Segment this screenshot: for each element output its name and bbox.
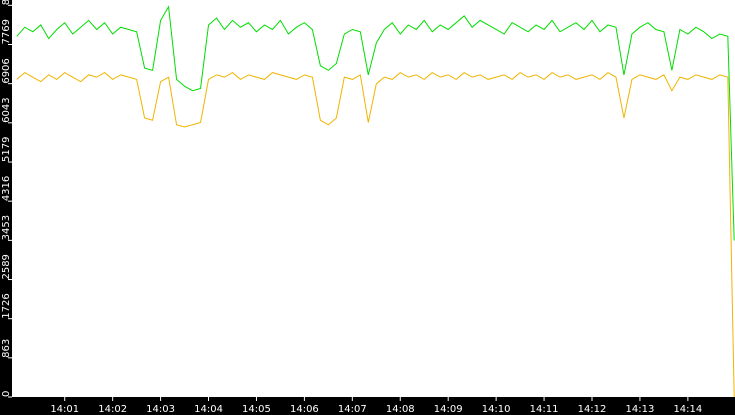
x-tick-label: 14:03	[146, 404, 175, 415]
y-tick-label: 7769	[1, 19, 12, 44]
x-axis-strip	[0, 397, 735, 415]
x-tick-label: 14:12	[578, 404, 607, 415]
y-tick-label: 863	[1, 339, 12, 358]
y-tick-label: 0	[1, 391, 12, 397]
x-tick-label: 14:06	[290, 404, 319, 415]
x-tick-label: 14:01	[50, 404, 79, 415]
y-tick-label: 8633	[1, 0, 12, 5]
y-tick-label: 3453	[1, 215, 12, 240]
y-tick-label: 6906	[1, 58, 12, 83]
x-tick-label: 14:14	[673, 404, 702, 415]
y-tick-label: 6043	[1, 97, 12, 122]
series-line	[16, 71, 735, 398]
x-tick-label: 14:02	[98, 404, 127, 415]
x-tick-label: 14:08	[386, 404, 415, 415]
y-tick-label: 5179	[1, 137, 12, 162]
y-tick-label: 2589	[1, 254, 12, 279]
x-tick-label: 14:07	[338, 404, 367, 415]
x-tick-label: 14:13	[626, 404, 655, 415]
x-tick-label: 14:05	[242, 404, 271, 415]
y-axis-strip	[0, 0, 12, 415]
y-tick-label: 1726	[1, 293, 12, 318]
x-tick-label: 14:04	[194, 404, 223, 415]
x-tick-label: 14:10	[482, 404, 511, 415]
x-tick-label: 14:11	[530, 404, 559, 415]
x-tick-label: 14:09	[434, 404, 463, 415]
series-line	[16, 5, 735, 241]
y-tick-label: 4316	[1, 176, 12, 201]
